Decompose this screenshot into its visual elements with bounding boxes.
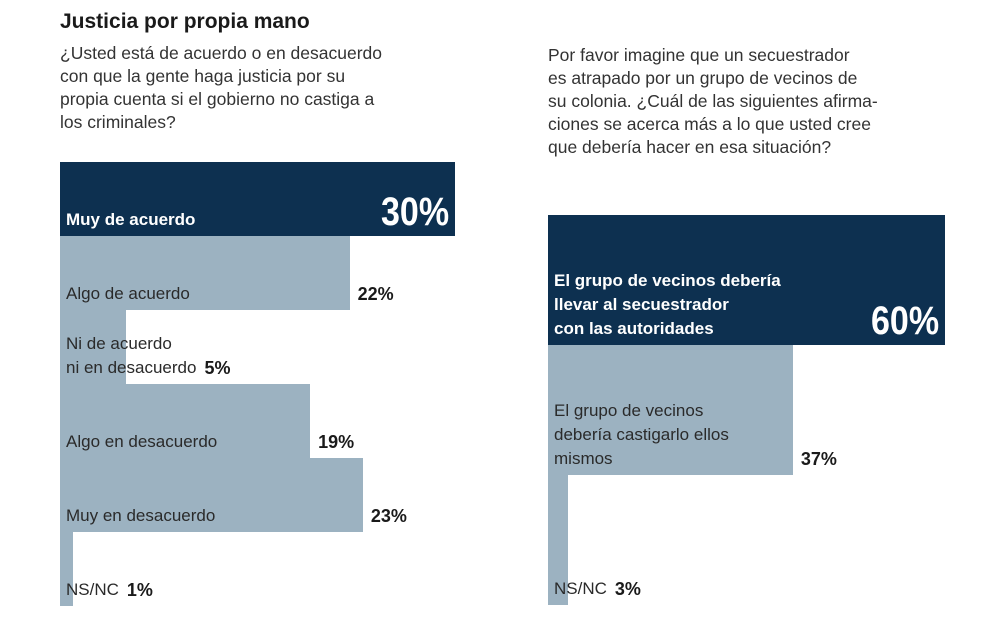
value-label: 3% [614, 579, 641, 599]
category-label: Algo en desacuerdo [66, 432, 218, 451]
bar [548, 475, 568, 605]
category-label: El grupo de vecinos debería castigarlo e… [554, 401, 729, 468]
bar [60, 162, 455, 236]
value-label: 23% [370, 506, 407, 526]
value-label: 22% [357, 284, 394, 304]
value-label: 5% [204, 358, 231, 378]
category-label: Muy de acuerdo [66, 210, 196, 229]
question: ¿Usted está de acuerdo o en desacuerdo c… [60, 43, 383, 132]
category-label: NS/NC [66, 580, 119, 599]
bar [60, 384, 311, 458]
category-label: Muy en desacuerdo [66, 506, 216, 525]
bar [60, 458, 363, 532]
bar [60, 532, 74, 606]
category-label: NS/NC [554, 579, 607, 598]
bar [60, 236, 350, 310]
bar [60, 310, 126, 384]
bar [548, 215, 945, 345]
title: Justicia por propia mano [60, 10, 310, 33]
value-label: 37% [800, 449, 837, 469]
question: Por favor imagine que un secuestrador es… [548, 45, 878, 157]
value-label: 60% [870, 299, 939, 343]
category-label: El grupo de vecinos debería llevar al se… [554, 271, 781, 338]
category-label: Ni de acuerdo ni en desacuerdo [66, 334, 197, 377]
bar [548, 345, 793, 475]
value-label: 19% [318, 432, 355, 452]
value-label: 1% [126, 580, 153, 600]
category-label: Algo de acuerdo [66, 284, 190, 303]
value-label: 30% [380, 190, 449, 234]
